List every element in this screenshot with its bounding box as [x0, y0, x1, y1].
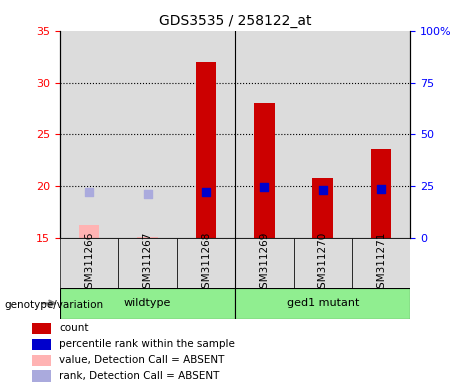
Point: [260, 184, 268, 190]
Text: GSM311271: GSM311271: [376, 231, 386, 295]
Bar: [352, 238, 410, 288]
Point: [378, 186, 385, 192]
Text: GSM311268: GSM311268: [201, 231, 211, 295]
Point: [85, 189, 93, 195]
Text: ged1 mutant: ged1 mutant: [287, 298, 359, 308]
Bar: [60, 288, 235, 319]
Bar: [313, 178, 333, 238]
Bar: [177, 238, 235, 288]
Point: [202, 189, 210, 195]
Text: count: count: [59, 323, 89, 333]
Bar: [195, 62, 216, 238]
Bar: [79, 225, 100, 238]
Bar: [352, 31, 410, 238]
Bar: [177, 31, 235, 238]
Text: GSM311270: GSM311270: [318, 232, 328, 295]
Bar: [31, 371, 51, 382]
Text: rank, Detection Call = ABSENT: rank, Detection Call = ABSENT: [59, 371, 219, 381]
Bar: [137, 237, 158, 238]
Text: wildtype: wildtype: [124, 298, 171, 308]
Point: [319, 187, 326, 194]
Bar: [60, 238, 118, 288]
Bar: [235, 288, 410, 319]
Bar: [294, 31, 352, 238]
Bar: [371, 149, 391, 238]
Bar: [60, 31, 118, 238]
Text: GSM311266: GSM311266: [84, 231, 94, 295]
Bar: [31, 339, 51, 349]
Text: value, Detection Call = ABSENT: value, Detection Call = ABSENT: [59, 355, 225, 365]
Text: GSM311269: GSM311269: [259, 231, 269, 295]
Bar: [254, 103, 275, 238]
Point: [144, 191, 151, 197]
Bar: [31, 354, 51, 366]
Text: GSM311267: GSM311267: [142, 231, 153, 295]
Text: genotype/variation: genotype/variation: [5, 300, 104, 310]
Text: percentile rank within the sample: percentile rank within the sample: [59, 339, 235, 349]
Bar: [118, 238, 177, 288]
Bar: [294, 238, 352, 288]
Bar: [235, 31, 294, 238]
Bar: [118, 31, 177, 238]
Bar: [235, 238, 294, 288]
Bar: [31, 323, 51, 334]
Title: GDS3535 / 258122_at: GDS3535 / 258122_at: [159, 14, 311, 28]
